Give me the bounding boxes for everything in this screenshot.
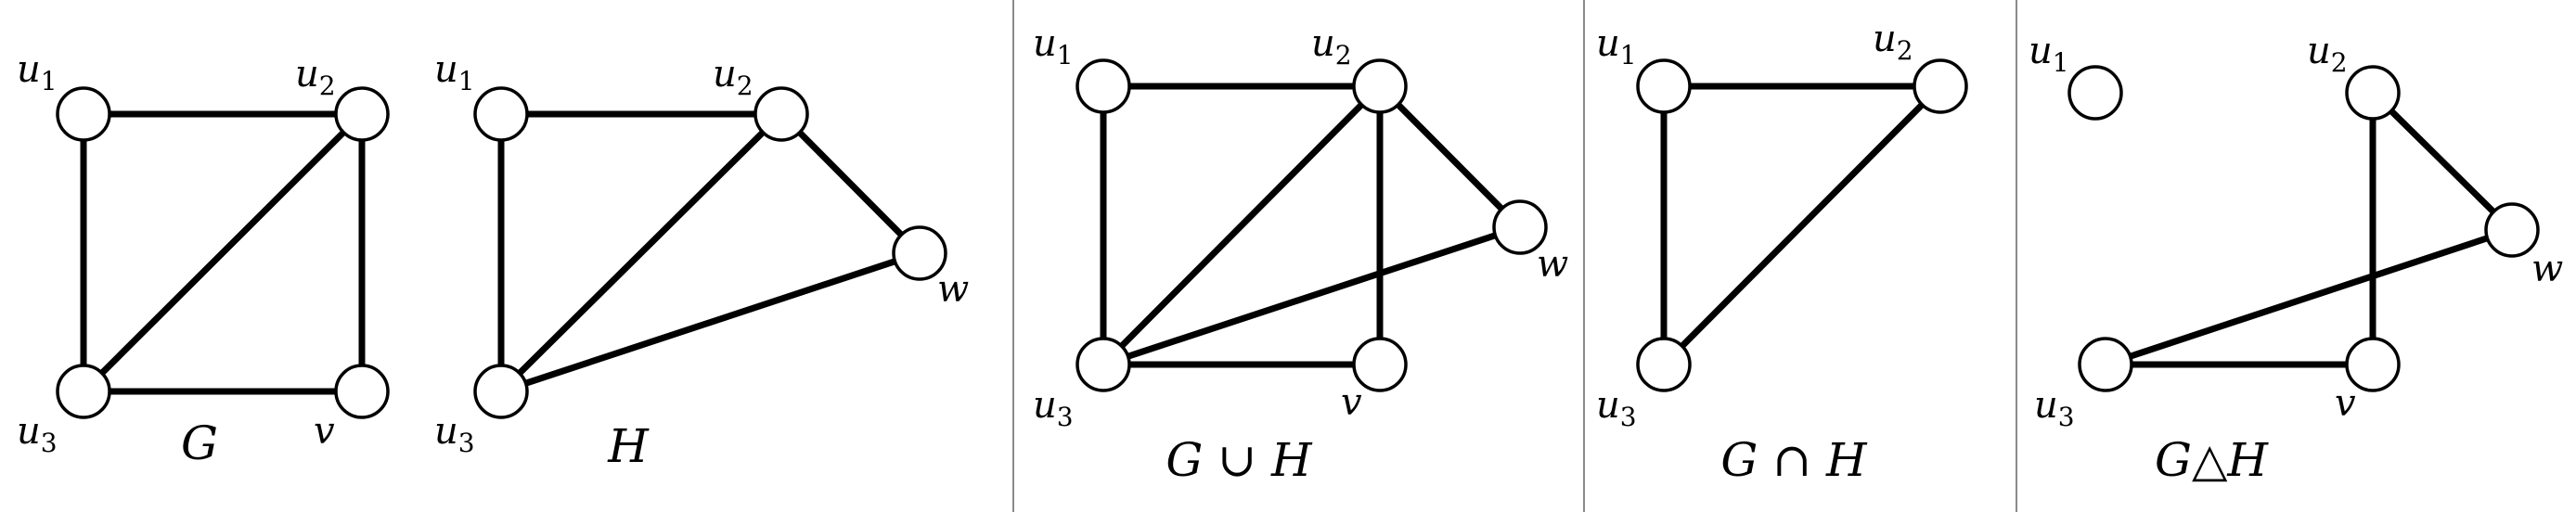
panel-symdiff: u1 u2 u3 w v G△H: [2029, 30, 2563, 487]
node-label-u3: u3: [434, 410, 475, 458]
node-label-w: w: [937, 268, 969, 311]
node-v: [2345, 337, 2401, 392]
edge-u3-w: [497, 250, 923, 395]
node-u2: [2345, 65, 2401, 121]
node-u3: [1636, 337, 1692, 392]
node-u1: [1075, 58, 1131, 114]
node-w: [2484, 202, 2540, 258]
node-v: [334, 364, 390, 419]
node-label-u1: u1: [17, 48, 58, 96]
edge-u3-w: [1100, 224, 1524, 368]
panel-caption: G ∪ H: [1166, 433, 1313, 487]
panel-G: u1 u2 u3 v G: [17, 48, 390, 470]
node-w: [1492, 199, 1548, 255]
node-label-w: w: [2531, 248, 2563, 290]
panel-H: u1 u2 u3 w H: [434, 48, 969, 473]
node-label-v: v: [2335, 382, 2356, 425]
node-label-u1: u1: [1596, 22, 1637, 70]
node-label-v: v: [1341, 381, 1362, 424]
node-label-u3: u3: [2034, 384, 2075, 432]
edge-u2-u3: [80, 110, 366, 395]
node-label-u1: u1: [2029, 30, 2069, 78]
node-u2: [334, 86, 390, 142]
node-label-u3: u3: [1596, 384, 1637, 432]
edge-u2-w: [1376, 83, 1524, 231]
node-u1: [1636, 58, 1692, 114]
edge-u2-w: [2369, 89, 2516, 234]
node-label-u2: u2: [1311, 22, 1352, 70]
node-label-u2: u2: [1873, 18, 1913, 66]
edge-u3-w: [2102, 226, 2516, 368]
panel-union: u1 u2 u3 w v G ∪ H: [1033, 22, 1568, 487]
node-u3: [1075, 337, 1131, 392]
panel-caption: G△H: [2155, 433, 2269, 487]
node-label-u3: u3: [1033, 384, 1074, 432]
node-label-v: v: [314, 410, 335, 453]
node-u1: [56, 86, 111, 142]
node-label-u2: u2: [295, 53, 336, 101]
node-v: [1352, 337, 1408, 392]
node-u2: [1352, 58, 1408, 114]
node-label-u1: u1: [1033, 22, 1074, 70]
node-label-u2: u2: [2307, 30, 2348, 78]
edge-u2-u3: [1660, 83, 1944, 368]
edge-u2-u3: [497, 110, 785, 395]
panel-caption: H: [607, 419, 650, 473]
node-label-u1: u1: [434, 48, 475, 96]
node-label-u3: u3: [17, 410, 58, 458]
node-u3: [2078, 337, 2133, 392]
panel-caption: G ∩ H: [1720, 433, 1868, 487]
node-label-w: w: [1537, 243, 1568, 286]
node-u2: [753, 86, 809, 142]
panel-caption: G: [181, 416, 218, 470]
edge-u2-w: [778, 110, 923, 257]
panel-intersection: u1 u2 u3 G ∩ H: [1596, 18, 1968, 487]
node-u3: [56, 364, 111, 419]
node-u2: [1913, 58, 1968, 114]
node-w: [892, 225, 947, 281]
node-u3: [473, 364, 529, 419]
node-u1: [473, 86, 529, 142]
panels: u1 u2 u3 v Gu1 u2 u3 w Hu1 u2 u3 w v G ∪ H u1 u2 u3 G ∩ H…: [17, 18, 2563, 487]
edge-u2-u3: [1100, 83, 1384, 368]
node-label-u2: u2: [713, 53, 753, 101]
node-u1: [2067, 65, 2123, 121]
